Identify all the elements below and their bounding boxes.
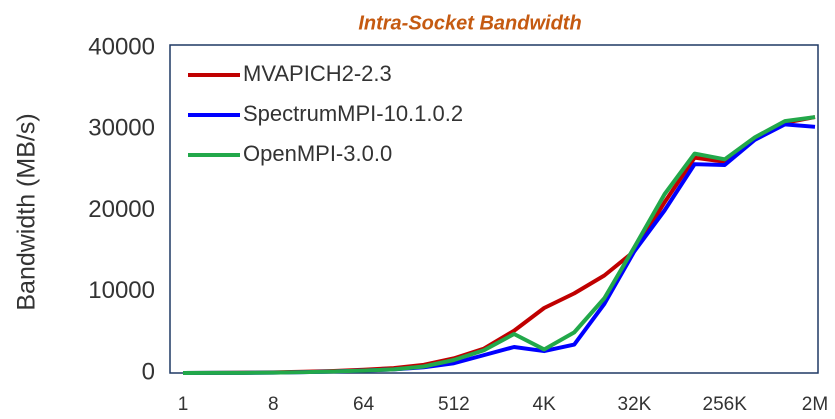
- x-tick-label: 64: [353, 394, 375, 415]
- x-tick-label: 256K: [703, 394, 748, 415]
- legend-label: SpectrumMPI-10.1.0.2: [243, 101, 463, 126]
- y-tick-label: 40000: [88, 33, 155, 60]
- chart-title: Intra-Socket Bandwidth: [358, 12, 581, 34]
- x-tick-label: 1: [178, 394, 189, 415]
- y-axis-label: Bandwidth (MB/s): [13, 113, 41, 310]
- y-tick-label: 0: [142, 358, 155, 385]
- y-tick-label: 10000: [88, 277, 155, 304]
- series-line: [182, 115, 816, 375]
- y-tick-label: 20000: [88, 196, 155, 223]
- x-tick-label: 2M: [802, 394, 828, 415]
- x-tick-label: 512: [438, 394, 470, 415]
- x-tick-label: 32K: [618, 394, 652, 415]
- legend-label: MVAPICH2-2.3: [243, 61, 392, 86]
- legend-label: OpenMPI-3.0.0: [243, 141, 392, 166]
- x-tick-label: 4K: [533, 394, 557, 415]
- y-tick-label: 30000: [88, 115, 155, 142]
- x-tick-label: 8: [268, 394, 279, 415]
- plot-frame: [169, 44, 819, 374]
